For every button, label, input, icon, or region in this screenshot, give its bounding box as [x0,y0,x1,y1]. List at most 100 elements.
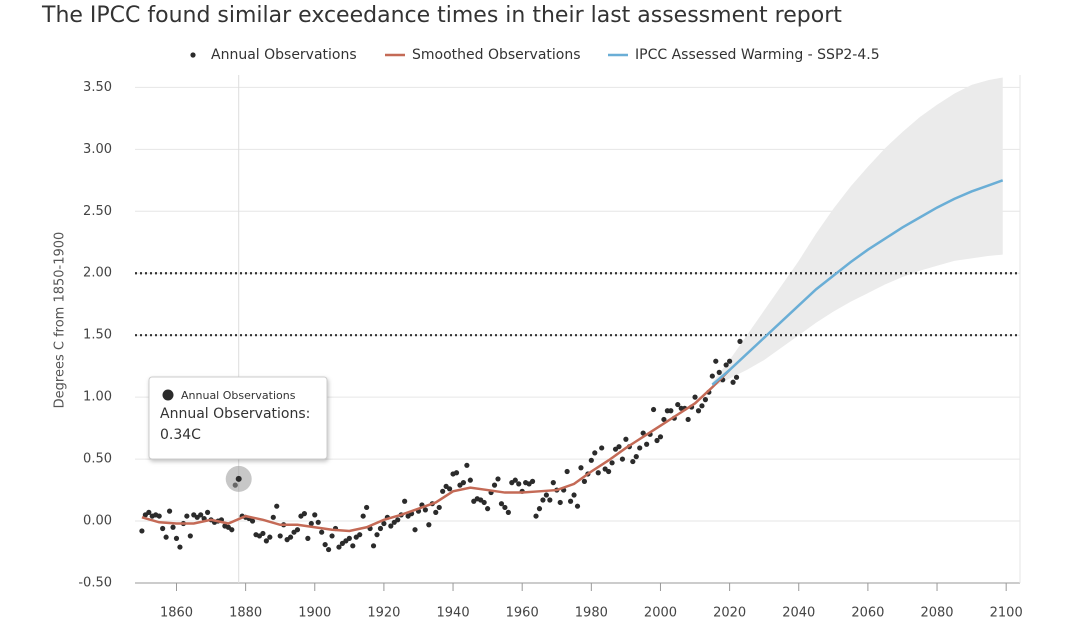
data-point [436,504,442,511]
data-point [229,527,235,533]
data-point [505,509,511,515]
data-point [592,450,598,456]
x-tick-label: 1860 [160,606,193,621]
data-point [685,416,691,423]
data-point [177,544,183,550]
line [711,179,1004,386]
data-point [184,513,190,519]
data-point [713,358,719,364]
data-point [277,533,283,539]
data-point [467,477,473,483]
data-point [529,478,536,484]
tooltip-label: Annual Observations: [160,406,310,422]
data-point [315,519,321,525]
x-tick-label: 1980 [575,606,608,621]
y-tick-label: 2.00 [83,266,112,281]
data-point [270,514,276,520]
x-tick-label: 2100 [990,606,1023,621]
data-point [198,512,204,518]
y-tick-label: 0.50 [83,452,112,467]
y-tick-label: 1.00 [83,390,112,405]
data-point [305,535,311,541]
data-point [412,527,418,533]
data-point [716,369,722,375]
x-tick-label: 2000 [644,606,677,621]
data-point [661,416,667,423]
data-point [536,506,543,512]
data-point [402,498,408,504]
data-point [166,508,173,514]
data-point [498,501,505,507]
data-point [533,513,539,519]
data-point [433,509,439,515]
data-point [381,520,387,527]
data-point [146,509,152,515]
data-point [550,480,556,486]
data-point [325,546,332,553]
data-point [374,532,380,538]
data-point [388,523,394,529]
legend-item: Smoothed Observations [385,47,581,63]
data-point [322,541,328,548]
y-tick-label: 3.00 [83,142,112,157]
data-point [512,477,518,483]
data-point [723,362,729,368]
x-tick-label: 1960 [506,606,539,621]
x-tick-label: 2020 [713,606,746,621]
data-point [274,503,280,509]
data-point [650,406,657,413]
data-point [581,478,588,484]
data-point [547,497,553,503]
data-point [249,518,256,524]
x-tick-label: 2040 [782,606,815,621]
data-point [267,534,273,540]
data-point [370,543,377,549]
data-point [260,530,266,537]
tooltip: Annual Observations Annual Observations: 0… [148,376,328,460]
tooltip-symbol [162,389,174,401]
data-point [644,441,650,447]
data-point [516,481,522,487]
data-point [637,445,643,451]
data-point [502,504,508,511]
x-tick-label: 2080 [920,606,953,621]
data-point [163,534,169,540]
data-point [623,436,629,442]
legend-label: Smoothed Observations [412,47,581,63]
data-point [540,497,546,503]
data-point [160,525,166,532]
data-point [460,480,467,486]
data-point [699,403,705,409]
data-point [733,374,740,380]
data-point [616,444,622,450]
data-point [571,492,577,498]
data-point [640,430,646,436]
data-point [287,534,294,540]
data-point [567,498,574,504]
legend-label: Annual Observations [211,47,357,63]
data-point [695,408,702,414]
data-point [360,513,366,519]
data-point [426,522,432,528]
data-point [170,524,176,530]
data-point [606,468,612,475]
data-point [350,543,356,549]
data-point [609,460,615,466]
data-point [668,408,674,414]
data-point [495,476,501,482]
data-point [574,503,581,509]
data-point [595,470,601,476]
data-point [319,529,325,535]
data-point [156,513,162,519]
data-point [737,338,743,344]
data-point [377,525,384,532]
tooltip-value: 0.34C [160,427,201,443]
data-point [630,458,636,465]
data-point [654,437,660,444]
y-tick-label: 0.00 [83,514,112,529]
data-point [139,528,145,534]
data-point [709,373,715,379]
data-point [633,454,639,460]
